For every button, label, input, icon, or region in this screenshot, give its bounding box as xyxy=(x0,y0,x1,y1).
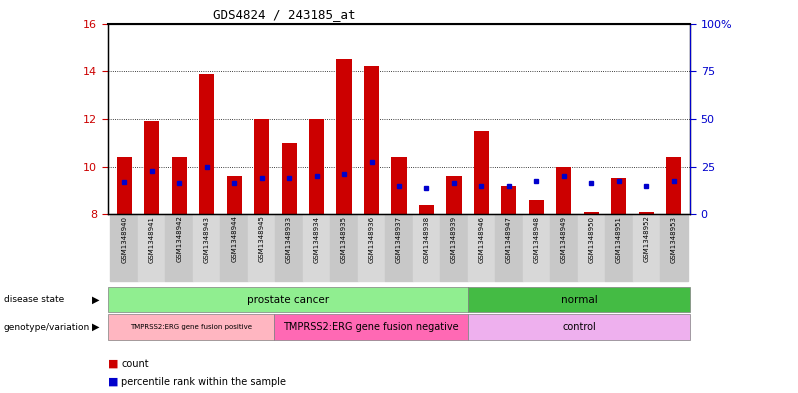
Bar xyxy=(419,205,434,214)
Bar xyxy=(474,131,489,214)
Bar xyxy=(302,214,330,281)
Bar xyxy=(309,119,324,214)
Bar xyxy=(364,66,379,214)
Text: genotype/variation: genotype/variation xyxy=(4,323,90,332)
Bar xyxy=(638,212,654,214)
Bar xyxy=(550,214,578,281)
Bar xyxy=(666,157,681,214)
Bar xyxy=(165,214,193,281)
Bar xyxy=(220,214,248,281)
Text: percentile rank within the sample: percentile rank within the sample xyxy=(121,377,286,387)
Bar xyxy=(172,157,187,214)
Text: control: control xyxy=(563,322,596,332)
Bar xyxy=(413,214,440,281)
Text: count: count xyxy=(121,358,149,369)
Bar xyxy=(199,73,214,214)
Bar xyxy=(254,119,269,214)
Text: ■: ■ xyxy=(108,358,118,369)
Bar xyxy=(392,157,406,214)
Bar xyxy=(440,214,468,281)
Bar xyxy=(358,214,385,281)
Bar xyxy=(330,214,358,281)
Bar xyxy=(275,214,302,281)
Text: disease state: disease state xyxy=(4,295,65,304)
Text: GDS4824 / 243185_at: GDS4824 / 243185_at xyxy=(212,8,355,21)
Text: ■: ■ xyxy=(108,377,118,387)
Bar xyxy=(110,214,138,281)
Bar xyxy=(496,214,523,281)
Text: TMPRSS2:ERG gene fusion positive: TMPRSS2:ERG gene fusion positive xyxy=(130,324,252,330)
Bar xyxy=(523,214,550,281)
Bar xyxy=(337,59,352,214)
Text: TMPRSS2:ERG gene fusion negative: TMPRSS2:ERG gene fusion negative xyxy=(283,322,459,332)
Text: ▶: ▶ xyxy=(92,322,99,332)
Bar xyxy=(605,214,633,281)
Bar xyxy=(633,214,660,281)
Bar xyxy=(660,214,688,281)
Bar xyxy=(578,214,605,281)
Bar xyxy=(117,157,132,214)
Bar xyxy=(529,200,544,214)
Bar xyxy=(248,214,275,281)
Bar xyxy=(611,178,626,214)
Bar xyxy=(385,214,413,281)
Bar xyxy=(282,143,297,214)
Bar xyxy=(138,214,165,281)
Text: prostate cancer: prostate cancer xyxy=(247,295,329,305)
Text: normal: normal xyxy=(561,295,598,305)
Bar xyxy=(144,121,160,214)
Bar xyxy=(556,167,571,214)
Bar xyxy=(227,176,242,214)
Bar xyxy=(468,214,496,281)
Bar xyxy=(193,214,220,281)
Bar xyxy=(446,176,461,214)
Text: ▶: ▶ xyxy=(92,295,99,305)
Bar xyxy=(501,185,516,214)
Bar xyxy=(584,212,599,214)
